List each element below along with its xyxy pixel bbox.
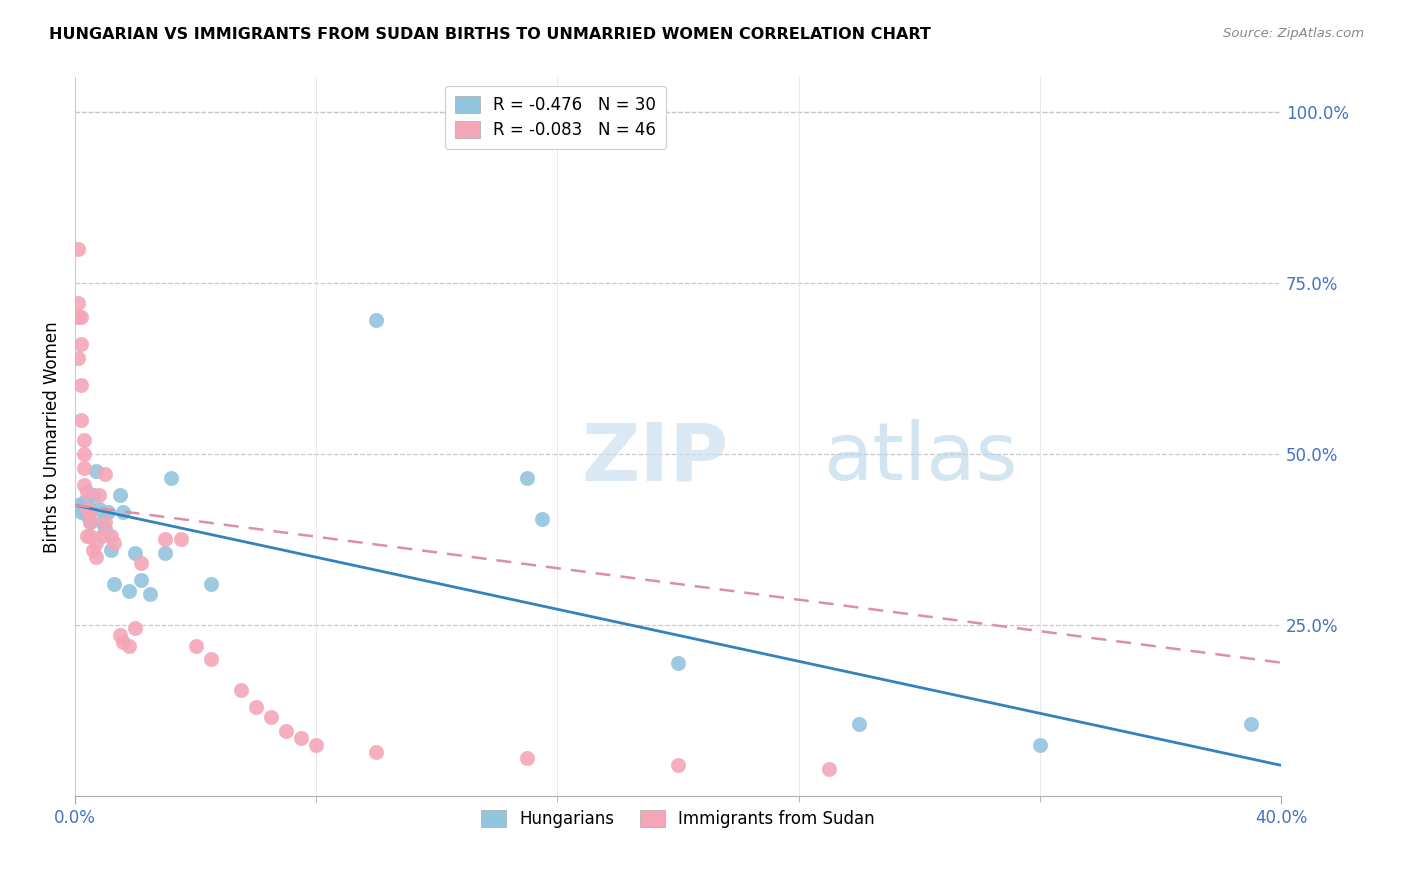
Point bbox=[666, 758, 689, 772]
Point bbox=[73, 495, 96, 509]
Point bbox=[94, 522, 117, 536]
Point bbox=[139, 587, 162, 601]
Point bbox=[229, 683, 252, 698]
Point bbox=[82, 488, 104, 502]
Point bbox=[70, 412, 93, 426]
Point bbox=[66, 498, 89, 512]
Point bbox=[817, 762, 839, 776]
Point bbox=[82, 542, 104, 557]
Point bbox=[91, 516, 114, 530]
Point bbox=[73, 477, 96, 491]
Point bbox=[155, 533, 177, 547]
Point bbox=[155, 546, 177, 560]
Point bbox=[200, 652, 222, 666]
Point bbox=[110, 628, 132, 642]
Point bbox=[531, 512, 554, 526]
Point bbox=[118, 639, 141, 653]
Point bbox=[1240, 717, 1263, 731]
Point bbox=[70, 337, 93, 351]
Point bbox=[103, 577, 125, 591]
Point bbox=[76, 529, 98, 543]
Point bbox=[366, 313, 388, 327]
Point bbox=[848, 717, 870, 731]
Y-axis label: Births to Unmarried Women: Births to Unmarried Women bbox=[44, 321, 60, 552]
Point bbox=[89, 501, 111, 516]
Point bbox=[66, 242, 89, 256]
Point bbox=[66, 351, 89, 365]
Point bbox=[516, 751, 538, 765]
Point bbox=[84, 536, 107, 550]
Point bbox=[103, 536, 125, 550]
Point bbox=[73, 447, 96, 461]
Point bbox=[160, 471, 183, 485]
Point bbox=[79, 516, 101, 530]
Point bbox=[66, 296, 89, 310]
Point bbox=[200, 577, 222, 591]
Point bbox=[131, 574, 153, 588]
Point bbox=[1029, 738, 1052, 752]
Point bbox=[124, 546, 146, 560]
Point bbox=[73, 460, 96, 475]
Point bbox=[290, 731, 312, 745]
Point bbox=[97, 505, 120, 519]
Point bbox=[70, 505, 93, 519]
Text: HUNGARIAN VS IMMIGRANTS FROM SUDAN BIRTHS TO UNMARRIED WOMEN CORRELATION CHART: HUNGARIAN VS IMMIGRANTS FROM SUDAN BIRTH… bbox=[49, 27, 931, 42]
Point bbox=[110, 488, 132, 502]
Legend: Hungarians, Immigrants from Sudan: Hungarians, Immigrants from Sudan bbox=[475, 803, 882, 835]
Point bbox=[76, 501, 98, 516]
Point bbox=[124, 621, 146, 635]
Point bbox=[305, 738, 328, 752]
Point bbox=[100, 529, 122, 543]
Point bbox=[79, 501, 101, 516]
Point bbox=[366, 745, 388, 759]
Point bbox=[118, 583, 141, 598]
Point bbox=[76, 508, 98, 523]
Point bbox=[666, 656, 689, 670]
Point bbox=[169, 533, 191, 547]
Point bbox=[73, 433, 96, 447]
Point bbox=[70, 378, 93, 392]
Point bbox=[245, 700, 267, 714]
Point bbox=[70, 310, 93, 324]
Point bbox=[112, 635, 135, 649]
Point bbox=[274, 724, 297, 739]
Text: ZIP: ZIP bbox=[582, 419, 728, 498]
Point bbox=[91, 529, 114, 543]
Point bbox=[84, 464, 107, 478]
Text: atlas: atlas bbox=[823, 419, 1017, 498]
Point bbox=[94, 516, 117, 530]
Point bbox=[76, 484, 98, 499]
Point bbox=[94, 467, 117, 482]
Point bbox=[66, 310, 89, 324]
Point bbox=[89, 488, 111, 502]
Point bbox=[79, 516, 101, 530]
Point bbox=[100, 542, 122, 557]
Point bbox=[84, 549, 107, 564]
Point bbox=[79, 529, 101, 543]
Point bbox=[112, 505, 135, 519]
Point bbox=[516, 471, 538, 485]
Text: Source: ZipAtlas.com: Source: ZipAtlas.com bbox=[1223, 27, 1364, 40]
Point bbox=[184, 639, 207, 653]
Point bbox=[260, 710, 283, 724]
Point bbox=[131, 557, 153, 571]
Point bbox=[79, 505, 101, 519]
